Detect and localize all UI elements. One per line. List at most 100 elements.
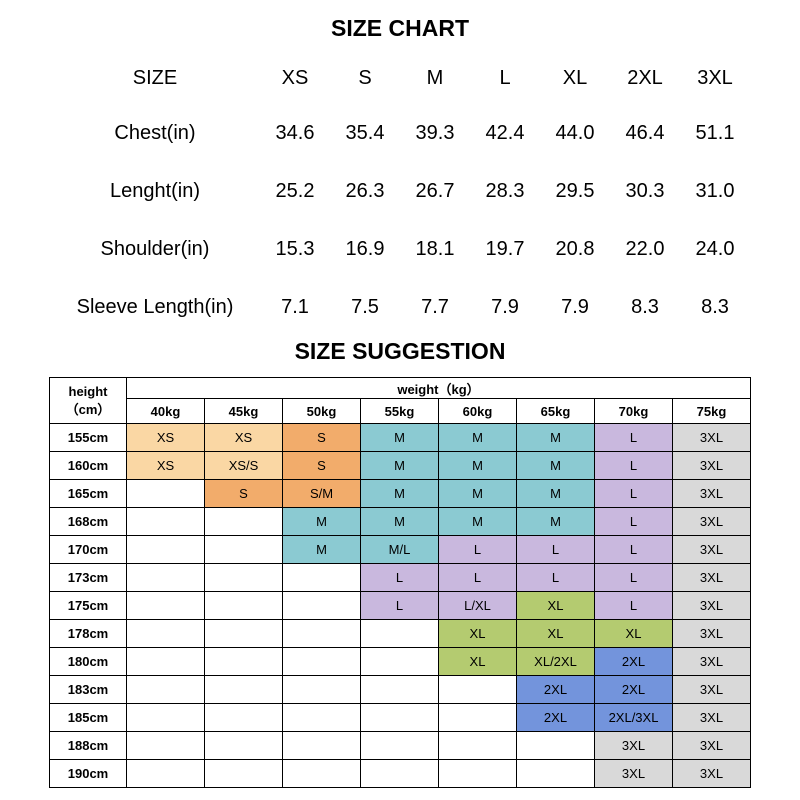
measure-value: 34.6 xyxy=(275,121,315,144)
measure-header-size: SIZE xyxy=(132,66,178,89)
empty-cell xyxy=(204,563,283,592)
suggest-row: 170cm M M/L L L L 3XL xyxy=(49,535,751,564)
size-cell: L xyxy=(594,423,673,452)
measure-row-label: Shoulder(in) xyxy=(100,237,210,260)
size-cell: L xyxy=(360,563,439,592)
size-cell: L xyxy=(594,451,673,480)
size-cell: L xyxy=(594,507,673,536)
suggest-row: 183cm 2XL 2XL 3XL xyxy=(49,675,751,704)
empty-cell xyxy=(126,479,205,508)
size-cell: M xyxy=(438,423,517,452)
size-cell: 2XL xyxy=(516,675,595,704)
measure-value: 7.9 xyxy=(561,295,589,318)
measure-value: 31.0 xyxy=(695,179,735,202)
suggest-row: 168cm M M M M L 3XL xyxy=(49,507,751,536)
size-cell: 3XL xyxy=(672,451,751,480)
measure-value: 30.3 xyxy=(625,179,665,202)
size-cell: L xyxy=(594,479,673,508)
measure-value: 26.3 xyxy=(345,179,385,202)
empty-cell xyxy=(282,731,361,760)
measure-value: 15.3 xyxy=(275,237,315,260)
measure-row: Sleeve Length(in) 7.1 7.5 7.7 7.9 7.9 8.3 8.3 xyxy=(50,278,750,336)
suggest-row: 165cm S S/M M M M L 3XL xyxy=(49,479,751,508)
size-suggestion-table: height （cm） weight（kg） 40kg 45kg 50kg 55kg 60k… xyxy=(49,377,751,788)
measure-row: Shoulder(in) 15.3 16.9 18.1 19.7 20.8 22.0 24.0 xyxy=(50,220,750,278)
size-cell: M/L xyxy=(360,535,439,564)
measure-value: 39.3 xyxy=(415,121,455,144)
height-label: 185cm xyxy=(49,703,127,732)
empty-cell xyxy=(204,703,283,732)
measure-value: 22.0 xyxy=(625,237,665,260)
weight-header: weight（kg） xyxy=(126,377,751,399)
size-cell: XL xyxy=(516,591,595,620)
height-label: 183cm xyxy=(49,675,127,704)
measure-row: Chest(in) 34.6 35.4 39.3 42.4 44.0 46.4 51.1 xyxy=(50,104,750,162)
weight-col-60kg: 60kg xyxy=(438,398,517,424)
empty-cell xyxy=(438,759,517,788)
measure-value: 29.5 xyxy=(555,179,595,202)
empty-cell xyxy=(282,591,361,620)
height-label: 178cm xyxy=(49,619,127,648)
empty-cell xyxy=(516,759,595,788)
measure-value: 18.1 xyxy=(415,237,455,260)
suggest-row: 190cm 3XL 3XL xyxy=(49,759,751,788)
empty-cell xyxy=(126,619,205,648)
measure-value: 44.0 xyxy=(555,121,595,144)
suggest-row: 155cm XS XS S M M M L 3XL xyxy=(49,423,751,452)
measure-row-label: Lenght(in) xyxy=(109,179,201,202)
size-cell: M xyxy=(360,423,439,452)
measure-value: 46.4 xyxy=(625,121,665,144)
empty-cell xyxy=(282,647,361,676)
measure-header-s: S xyxy=(358,66,372,89)
empty-cell xyxy=(126,731,205,760)
size-cell: L xyxy=(594,563,673,592)
size-cell: 3XL xyxy=(672,759,751,788)
size-cell: L xyxy=(360,591,439,620)
empty-cell xyxy=(126,507,205,536)
size-cell: 3XL xyxy=(672,479,751,508)
empty-cell xyxy=(282,675,361,704)
empty-cell xyxy=(126,759,205,788)
size-cell: M xyxy=(360,479,439,508)
suggest-row: 160cm XS XS/S S M M M L 3XL xyxy=(49,451,751,480)
empty-cell xyxy=(126,563,205,592)
measure-value: 7.7 xyxy=(421,295,449,318)
height-label: 190cm xyxy=(49,759,127,788)
measure-row-label: Sleeve Length(in) xyxy=(76,295,234,318)
height-label: 173cm xyxy=(49,563,127,592)
empty-cell xyxy=(282,703,361,732)
size-cell: S xyxy=(282,451,361,480)
suggest-header-row-2: 40kg 45kg 50kg 55kg 60kg 65kg 70kg 75kg xyxy=(50,398,751,424)
size-cell: XL/2XL xyxy=(516,647,595,676)
measure-header-m: M xyxy=(426,66,444,89)
size-cell: M xyxy=(516,451,595,480)
size-cell: M xyxy=(282,507,361,536)
size-cell: L xyxy=(438,563,517,592)
weight-col-55kg: 55kg xyxy=(360,398,439,424)
empty-cell xyxy=(282,619,361,648)
weight-col-50kg: 50kg xyxy=(282,398,361,424)
size-cell: M xyxy=(516,423,595,452)
empty-cell xyxy=(360,647,439,676)
measure-value: 7.1 xyxy=(281,295,309,318)
size-cell: M xyxy=(516,507,595,536)
empty-cell xyxy=(360,703,439,732)
size-cell: 3XL xyxy=(672,647,751,676)
measure-value: 20.8 xyxy=(555,237,595,260)
size-cell: L xyxy=(516,535,595,564)
empty-cell xyxy=(204,731,283,760)
size-cell: 3XL xyxy=(672,731,751,760)
empty-cell xyxy=(438,675,517,704)
empty-cell xyxy=(516,731,595,760)
size-cell: XS xyxy=(126,451,205,480)
suggest-row: 180cm XL XL/2XL 2XL 3XL xyxy=(49,647,751,676)
size-cell: 2XL xyxy=(594,647,673,676)
size-cell: XL xyxy=(594,619,673,648)
size-cell: M xyxy=(438,479,517,508)
weight-col-75kg: 75kg xyxy=(672,398,751,424)
size-cell: 2XL xyxy=(516,703,595,732)
weight-col-70kg: 70kg xyxy=(594,398,673,424)
size-chart-table: SIZE XS S M L XL 2XL 3XL Chest(in) 34.6 35.4 39.3 42… xyxy=(50,52,750,336)
size-cell: 3XL xyxy=(672,591,751,620)
empty-cell xyxy=(360,759,439,788)
